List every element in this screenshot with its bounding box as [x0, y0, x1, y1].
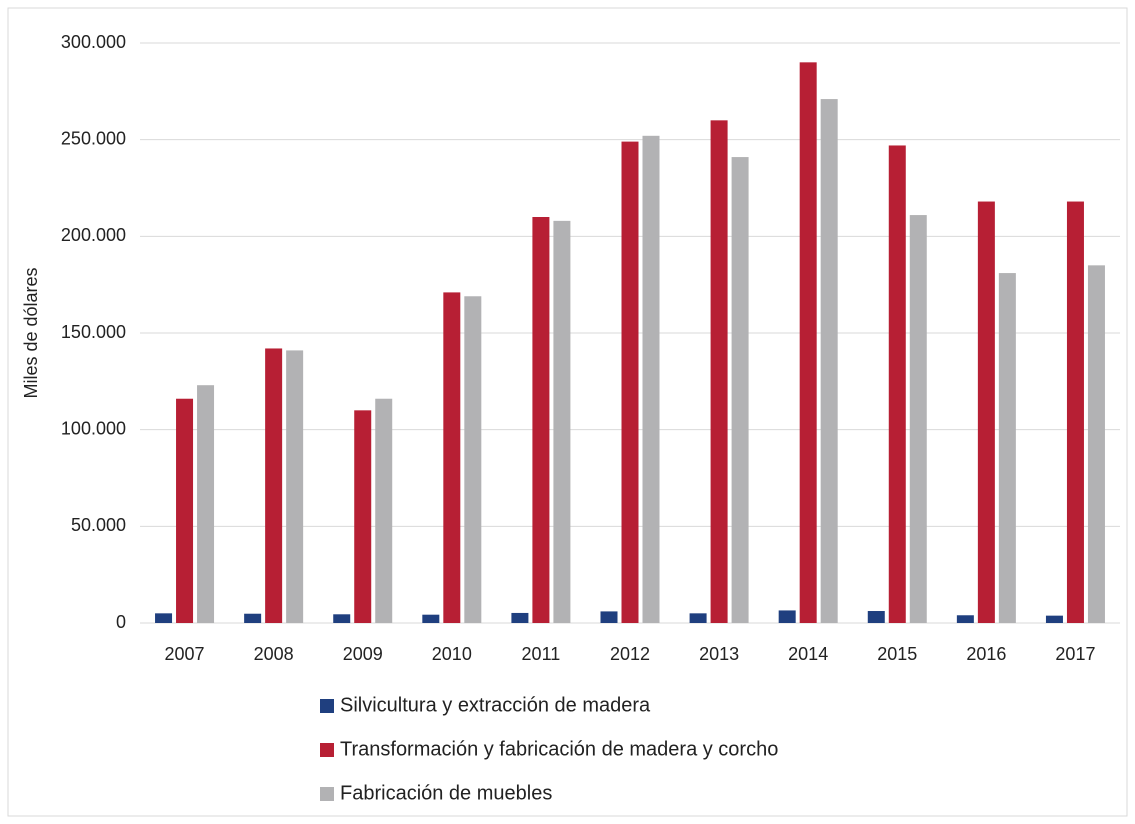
- bar: [553, 220, 571, 623]
- y-tick-label: 0: [116, 612, 126, 632]
- y-tick-label: 150.000: [61, 322, 126, 342]
- bar: [689, 613, 707, 623]
- bar: [532, 217, 550, 623]
- legend-swatch: [320, 787, 334, 801]
- bar: [265, 348, 283, 623]
- bar: [600, 611, 618, 623]
- y-tick-label: 300.000: [61, 32, 126, 52]
- bar: [621, 141, 639, 623]
- bar: [1087, 265, 1105, 623]
- bar: [820, 99, 838, 624]
- bar: [354, 410, 372, 623]
- y-tick-label: 200.000: [61, 225, 126, 245]
- bar: [731, 157, 749, 624]
- bar: [176, 398, 194, 623]
- bar: [333, 614, 351, 623]
- chart-border: [7, 7, 1128, 817]
- legend-label: Silvicultura y extracción de madera: [340, 694, 651, 716]
- bar: [956, 615, 974, 623]
- bar: [642, 135, 660, 624]
- legend-label: Transformación y fabricación de madera y…: [340, 738, 778, 760]
- x-tick-label: 2015: [877, 644, 917, 664]
- x-tick-label: 2011: [522, 644, 561, 664]
- x-tick-label: 2010: [432, 644, 472, 664]
- bar: [375, 398, 393, 623]
- bar: [888, 145, 906, 623]
- x-tick-label: 2017: [1055, 644, 1095, 664]
- y-tick-label: 250.000: [61, 128, 126, 148]
- bar: [977, 201, 995, 624]
- x-tick-label: 2016: [966, 644, 1006, 664]
- x-tick-label: 2008: [254, 644, 294, 664]
- bar: [778, 610, 796, 623]
- bar: [197, 385, 215, 623]
- bar: [244, 613, 262, 623]
- y-tick-label: 100.000: [61, 418, 126, 438]
- bar: [422, 614, 440, 623]
- legend-label: Fabricación de muebles: [340, 782, 552, 804]
- bar: [1066, 201, 1084, 624]
- bar: [443, 292, 461, 623]
- x-tick-label: 2012: [610, 644, 650, 664]
- bar: [998, 273, 1016, 623]
- x-tick-label: 2009: [343, 644, 383, 664]
- legend-swatch: [320, 699, 334, 713]
- bar: [286, 350, 304, 623]
- y-axis-label: Miles de dólares: [21, 267, 41, 398]
- x-tick-label: 2014: [788, 644, 828, 664]
- x-tick-label: 2007: [165, 644, 205, 664]
- bar: [867, 611, 885, 623]
- bar: [1045, 615, 1063, 623]
- bar: [511, 612, 529, 623]
- x-tick-label: 2013: [699, 644, 739, 664]
- legend-swatch: [320, 743, 334, 757]
- bar: [464, 296, 482, 623]
- y-tick-label: 50.000: [71, 515, 126, 535]
- bar: [710, 120, 728, 623]
- bar: [909, 215, 927, 624]
- bar: [155, 613, 173, 623]
- bar: [799, 62, 817, 624]
